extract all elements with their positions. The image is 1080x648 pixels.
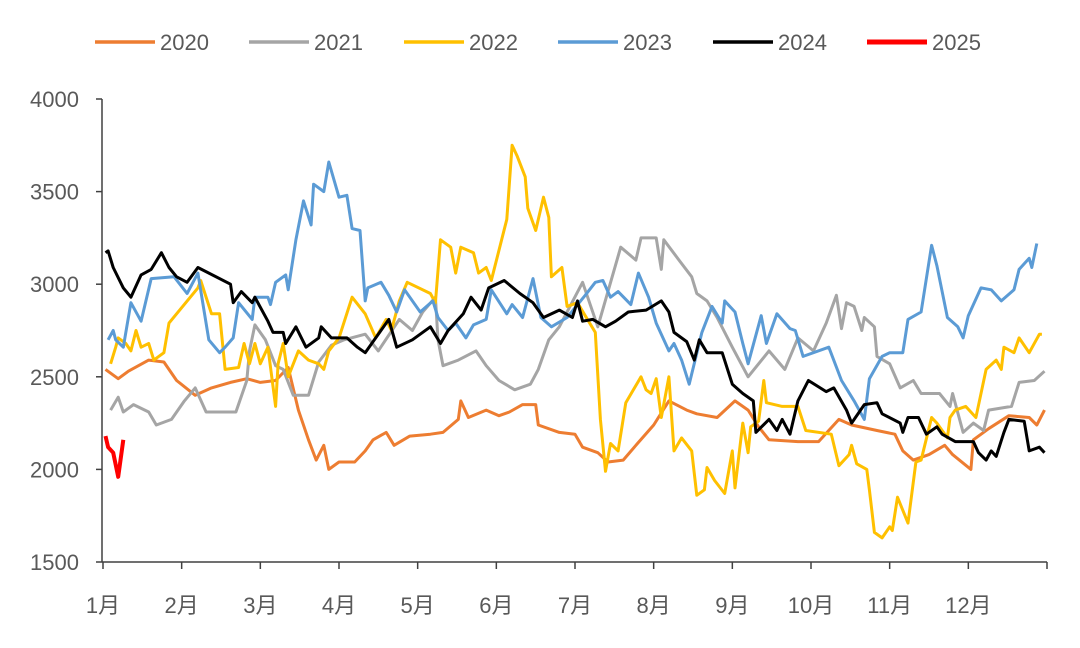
x-tick-label: 6月 xyxy=(479,593,513,618)
x-tick-label: 11月 xyxy=(867,593,912,618)
legend-item-2025: 2025 xyxy=(867,30,981,55)
axes: 1500 2000 2500 3000 3500 4000 1月 2月 3月 4月 5月 6月 7月 8月… xyxy=(30,87,1048,618)
series-line-2020 xyxy=(104,358,1046,471)
legend-item-2020: 2020 xyxy=(95,30,209,55)
x-tick-label: 12月 xyxy=(945,593,991,618)
x-tick-label: 1月 xyxy=(86,593,120,618)
y-tick-label: 3000 xyxy=(30,272,79,297)
y-tick-label: 4000 xyxy=(30,87,79,112)
y-tick-label: 3500 xyxy=(30,180,79,205)
y-tick-label: 1500 xyxy=(30,550,79,575)
series-line-2024 xyxy=(104,249,1046,462)
legend: 2020 2021 2022 2023 2024 2025 xyxy=(95,30,981,55)
legend-label: 2023 xyxy=(623,30,672,55)
x-tick-label: 7月 xyxy=(558,593,592,618)
legend-label: 2025 xyxy=(932,30,981,55)
x-tick-label: 10月 xyxy=(788,593,834,618)
x-tick-label: 4月 xyxy=(322,593,356,618)
y-tick-label: 2000 xyxy=(30,457,79,482)
series-line-2021 xyxy=(109,236,1046,434)
x-tick-label: 5月 xyxy=(401,593,435,618)
legend-label: 2020 xyxy=(160,30,209,55)
legend-item-2023: 2023 xyxy=(558,30,672,55)
legend-label: 2021 xyxy=(314,30,363,55)
x-tick-label: 9月 xyxy=(715,593,749,618)
plot-area xyxy=(103,143,1046,540)
legend-label: 2024 xyxy=(778,30,827,55)
legend-item-2022: 2022 xyxy=(404,30,518,55)
y-tick-label: 2500 xyxy=(30,365,79,390)
x-tick-label: 2月 xyxy=(165,593,199,618)
series-line-2022 xyxy=(109,143,1042,540)
series-line-2023 xyxy=(106,160,1039,421)
legend-item-2021: 2021 xyxy=(249,30,363,55)
series-line-2025 xyxy=(103,435,126,479)
legend-item-2024: 2024 xyxy=(713,30,827,55)
x-tick-label: 3月 xyxy=(243,593,277,618)
x-tick-label: 8月 xyxy=(637,593,671,618)
legend-label: 2022 xyxy=(469,30,518,55)
